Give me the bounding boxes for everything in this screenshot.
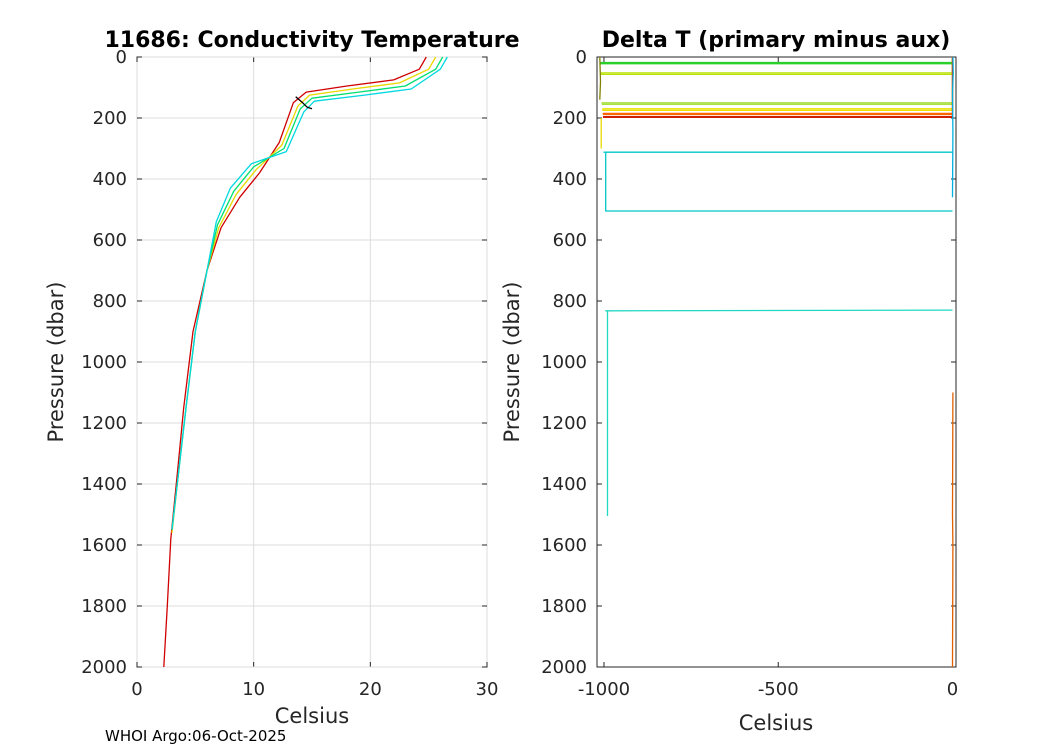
x-tick-labels: 0 10 20 30 [131, 679, 498, 700]
y-tick-label: 1200 [541, 413, 587, 434]
y-tick-label: 1800 [541, 596, 587, 617]
y-tick-label: 400 [93, 169, 127, 190]
y-tick-label: 200 [93, 108, 127, 129]
plot-area-frame [596, 56, 957, 668]
y-gridlines [137, 56, 487, 668]
y-tick-label: 400 [553, 169, 587, 190]
y-tick-label: 2000 [541, 657, 587, 678]
y-tick-label: 1000 [81, 352, 127, 373]
chart-title: Delta T (primary minus aux) [602, 28, 951, 53]
y-axis-label: Pressure (dbar) [44, 282, 68, 443]
chart-title: 11686: Conductivity Temperature [104, 28, 519, 53]
y-tick-label: 600 [93, 230, 127, 251]
y-axis-label: Pressure (dbar) [500, 282, 524, 443]
y-tick-label: 1200 [81, 413, 127, 434]
x-tick-label: 0 [131, 679, 142, 700]
delta-t-panel: -1000 -500 0 0 200 400 600 800 1000 1200 1400 1600… [500, 28, 958, 735]
y-tick-label: 1400 [541, 474, 587, 495]
series-line-latest-profiles [171, 56, 448, 530]
series-line-spike-315 [603, 151, 953, 212]
y-tick-label: 1800 [81, 596, 127, 617]
x-tick-label: 10 [242, 679, 265, 700]
y-tick-label: 600 [553, 230, 587, 251]
y-tick-label: 1600 [541, 535, 587, 556]
x-axis-label: Celsius [739, 711, 813, 735]
x-tick-label: 0 [947, 679, 958, 700]
y-tick-label: 800 [553, 291, 587, 312]
series-line-left-edge [599, 56, 602, 100]
series-line-spike-832 [605, 309, 953, 516]
y-tick-label: 0 [576, 47, 587, 68]
conductivity-temperature-panel: 0 10 20 30 0 200 400 600 800 1000 1200 1400 1600 180… [44, 28, 520, 728]
series-group [599, 56, 954, 668]
y-tick-label: 1400 [81, 474, 127, 495]
x-tick-label: 20 [359, 679, 382, 700]
y-tick-label: 1600 [81, 535, 127, 556]
y-tick-label: 800 [93, 291, 127, 312]
footer-stamp: WHOI Argo:06-Oct-2025 [105, 727, 286, 745]
series-line-right-edge-upper [951, 56, 954, 198]
series-line-hook [295, 96, 313, 110]
x-tick-label: 30 [476, 679, 499, 700]
y-tick-labels: 0 200 400 600 800 1000 1200 1400 1600 1800 2000 [541, 47, 587, 678]
y-tick-label: 200 [553, 108, 587, 129]
series-group [163, 56, 448, 668]
y-tick-label: 2000 [81, 657, 127, 678]
x-tick-label: -1000 [578, 679, 630, 700]
y-tick-label: 1000 [541, 352, 587, 373]
y-tick-labels: 0 200 400 600 800 1000 1200 1400 1600 1800 2000 [81, 47, 127, 678]
y-tick-label: 0 [116, 47, 127, 68]
x-tick-label: -500 [758, 679, 799, 700]
x-tick-labels: -1000 -500 0 [578, 679, 958, 700]
x-axis-label: Celsius [275, 704, 349, 728]
series-line-early-profiles [163, 56, 427, 668]
